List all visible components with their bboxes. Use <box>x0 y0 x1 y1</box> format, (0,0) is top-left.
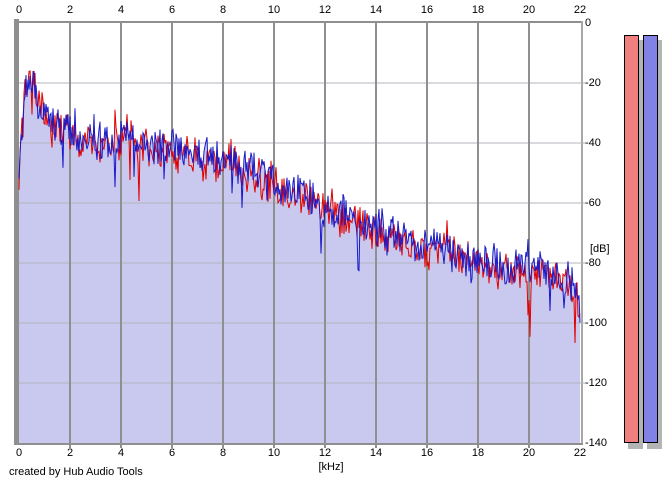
plot-border-left <box>14 19 19 445</box>
x-tick-top-14: 14 <box>369 4 383 16</box>
x-axis-unit-label: [kHz] <box>318 461 344 473</box>
x-tick-bottom-22: 22 <box>573 447 587 459</box>
spectrum-plot <box>18 23 586 448</box>
y-tick--60: -60 <box>585 197 601 209</box>
y-tick--20: -20 <box>585 77 601 89</box>
x-tick-bottom-20: 20 <box>522 447 536 459</box>
x-tick-bottom-12: 12 <box>318 447 332 459</box>
right-channel-level-bar <box>643 35 658 443</box>
x-tick-top-12: 12 <box>318 4 332 16</box>
y-tick--100: -100 <box>585 317 608 329</box>
x-tick-bottom-14: 14 <box>369 447 383 459</box>
x-tick-bottom-8: 8 <box>219 447 227 459</box>
x-tick-top-16: 16 <box>420 4 434 16</box>
x-tick-top-6: 6 <box>168 4 176 16</box>
y-tick--140: -140 <box>585 437 608 449</box>
x-tick-top-4: 4 <box>117 4 125 16</box>
plot-border-top <box>14 21 583 23</box>
x-tick-top-20: 20 <box>522 4 536 16</box>
watermark-text: created by Hub Audio Tools <box>9 466 143 478</box>
x-tick-top-8: 8 <box>219 4 227 16</box>
x-tick-bottom-6: 6 <box>168 447 176 459</box>
x-tick-bottom-2: 2 <box>66 447 74 459</box>
y-tick--40: -40 <box>585 137 601 149</box>
plot-border-right <box>581 21 583 445</box>
y-tick--80: -80 <box>585 257 601 269</box>
right-channel-spectrum-fill <box>19 71 580 443</box>
left-channel-level-bar <box>624 35 639 443</box>
x-tick-top-2: 2 <box>66 4 74 16</box>
x-tick-top-0: 0 <box>15 4 23 16</box>
x-tick-bottom-18: 18 <box>471 447 485 459</box>
y-tick--120: -120 <box>585 377 608 389</box>
y-axis-unit-label: [dB] <box>590 243 610 255</box>
x-tick-top-22: 22 <box>573 4 587 16</box>
x-tick-bottom-10: 10 <box>267 447 281 459</box>
x-tick-top-10: 10 <box>267 4 281 16</box>
plot-border-bottom <box>14 443 583 445</box>
y-tick-0: 0 <box>585 17 592 29</box>
x-tick-bottom-16: 16 <box>420 447 434 459</box>
x-tick-bottom-4: 4 <box>117 447 125 459</box>
right-channel-spectrum-trace <box>18 70 581 323</box>
x-tick-bottom-0: 0 <box>15 447 23 459</box>
x-tick-top-18: 18 <box>471 4 485 16</box>
